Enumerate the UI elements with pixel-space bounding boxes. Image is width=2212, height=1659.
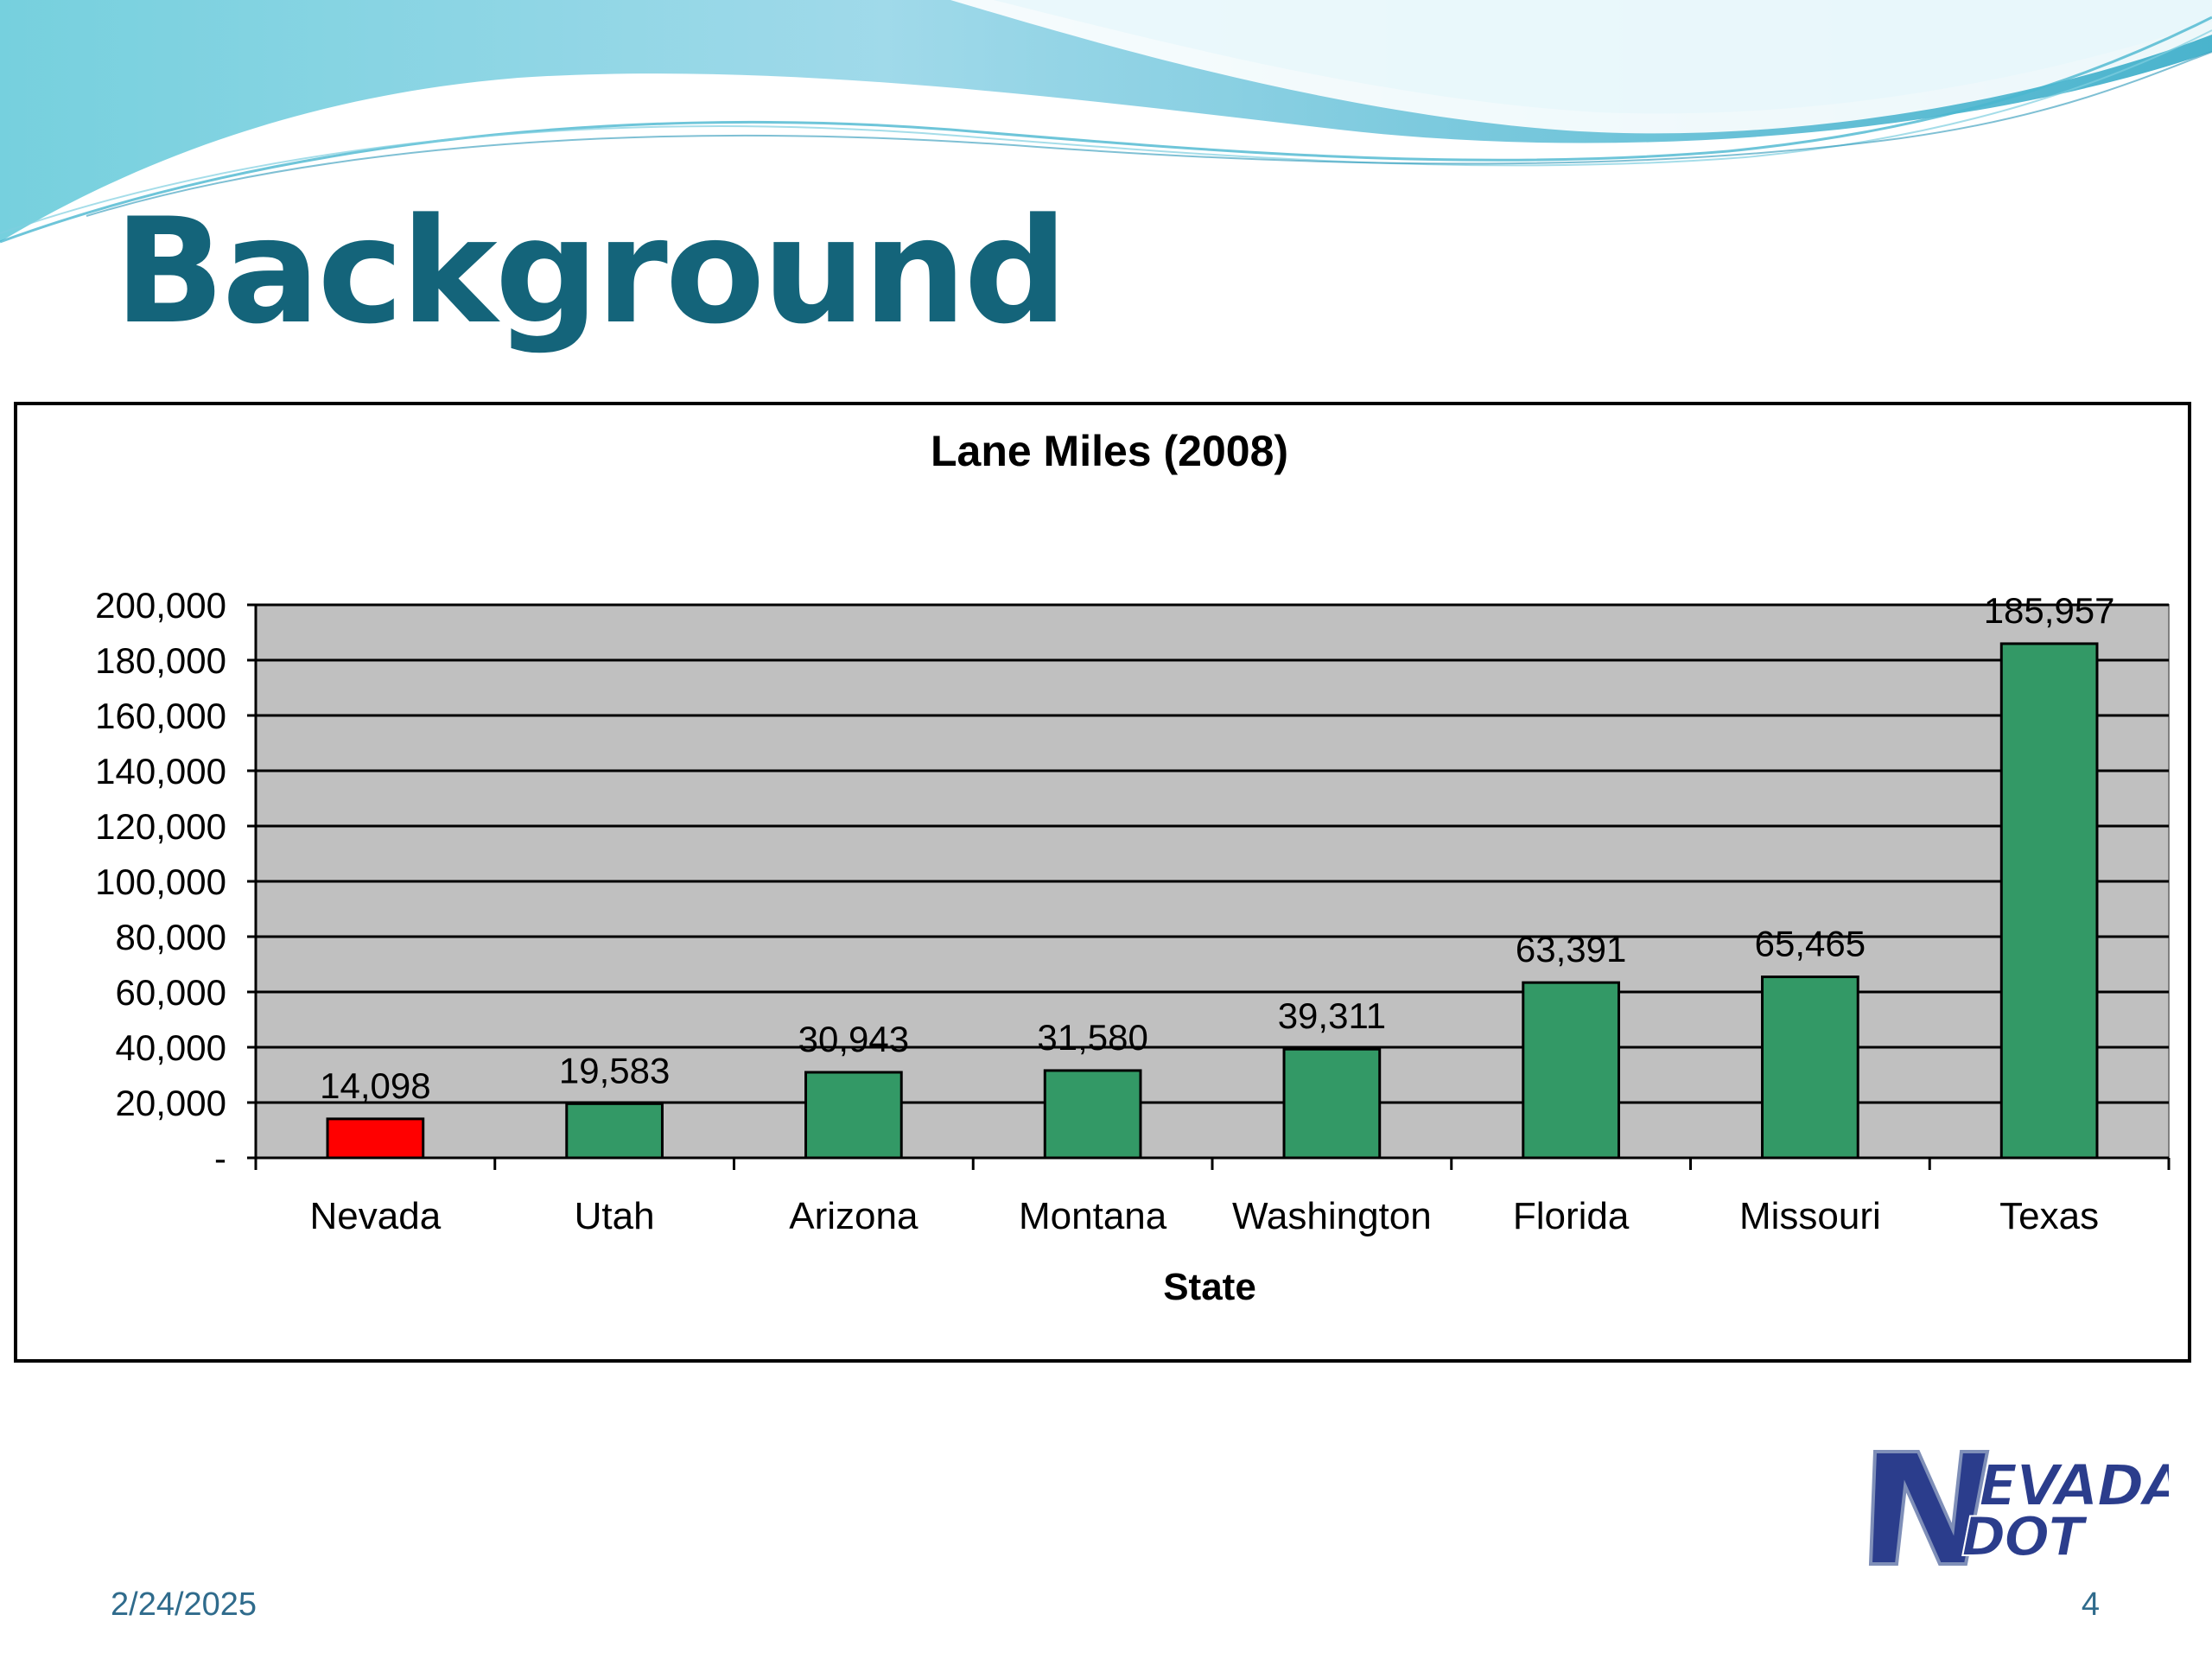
y-tick-label: 180,000 bbox=[95, 640, 226, 681]
y-tick-label: 160,000 bbox=[95, 696, 226, 736]
data-label: 31,580 bbox=[1037, 1017, 1147, 1058]
logo-text-evada: EVADA bbox=[1979, 1452, 2169, 1519]
footer-date: 2/24/2025 bbox=[111, 1586, 257, 1623]
y-tick-label: 60,000 bbox=[116, 972, 226, 1013]
bar-nevada bbox=[326, 1117, 425, 1160]
slide-title: Background bbox=[114, 187, 1068, 356]
data-label: 63,391 bbox=[1516, 929, 1626, 969]
x-tick-label: Utah bbox=[575, 1195, 655, 1237]
x-tick-label: Washington bbox=[1232, 1195, 1432, 1237]
y-tick-label: 120,000 bbox=[95, 806, 226, 847]
bar-chart: Lane Miles (2008) - 20,000 40,000 60,000 80,… bbox=[95, 427, 2171, 1308]
x-tick-label: Missouri bbox=[1739, 1195, 1881, 1237]
data-label: 30,943 bbox=[798, 1019, 909, 1059]
y-tick-label: - bbox=[214, 1138, 226, 1179]
plot-area: - 20,000 40,000 60,000 80,000 100,000 120,000 1… bbox=[95, 585, 2171, 1237]
data-label: 19,583 bbox=[559, 1050, 670, 1090]
x-tick-label: Arizona bbox=[789, 1195, 918, 1237]
x-tick-label: Montana bbox=[1019, 1195, 1167, 1237]
bar-texas bbox=[1999, 642, 2099, 1160]
bar-utah bbox=[565, 1102, 664, 1160]
chart-frame: Lane Miles (2008) - 20,000 40,000 60,000 80,… bbox=[14, 402, 2191, 1363]
y-tick-label: 140,000 bbox=[95, 751, 226, 791]
y-tick-label: 100,000 bbox=[95, 861, 226, 902]
bar-montana bbox=[1043, 1069, 1142, 1160]
header-wave-decoration bbox=[0, 0, 2212, 244]
data-label: 65,465 bbox=[1755, 924, 1866, 964]
x-axis-title: State bbox=[1163, 1266, 1256, 1308]
y-tick-label: 40,000 bbox=[116, 1027, 226, 1068]
x-tick-label: Florida bbox=[1513, 1195, 1630, 1237]
chart-title: Lane Miles (2008) bbox=[931, 427, 1288, 475]
x-tick-label: Texas bbox=[1999, 1195, 2099, 1237]
y-tick-label: 20,000 bbox=[116, 1083, 226, 1123]
y-tick-label: 200,000 bbox=[95, 585, 226, 626]
nevada-dot-logo: EVADA DOT bbox=[1858, 1434, 2169, 1590]
bar-florida bbox=[1522, 981, 1620, 1160]
page-number: 4 bbox=[2081, 1586, 2100, 1623]
x-tick-label: Nevada bbox=[310, 1195, 442, 1237]
data-label: 39,311 bbox=[1278, 995, 1386, 1036]
logo-text-dot: DOT bbox=[1961, 1505, 2088, 1568]
bar-washington bbox=[1282, 1047, 1382, 1160]
data-label: 185,957 bbox=[1984, 590, 2115, 631]
bar-missouri bbox=[1761, 976, 1859, 1160]
data-label: 14,098 bbox=[320, 1065, 430, 1106]
bar-arizona bbox=[804, 1071, 903, 1160]
y-tick-label: 80,000 bbox=[116, 917, 226, 957]
